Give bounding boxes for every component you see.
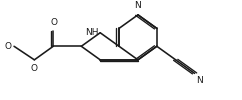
Text: O: O [30, 64, 37, 73]
Text: O: O [4, 42, 11, 51]
Text: O: O [51, 18, 58, 27]
Text: N: N [197, 76, 203, 86]
Text: NH: NH [85, 28, 98, 37]
Text: N: N [135, 2, 141, 10]
